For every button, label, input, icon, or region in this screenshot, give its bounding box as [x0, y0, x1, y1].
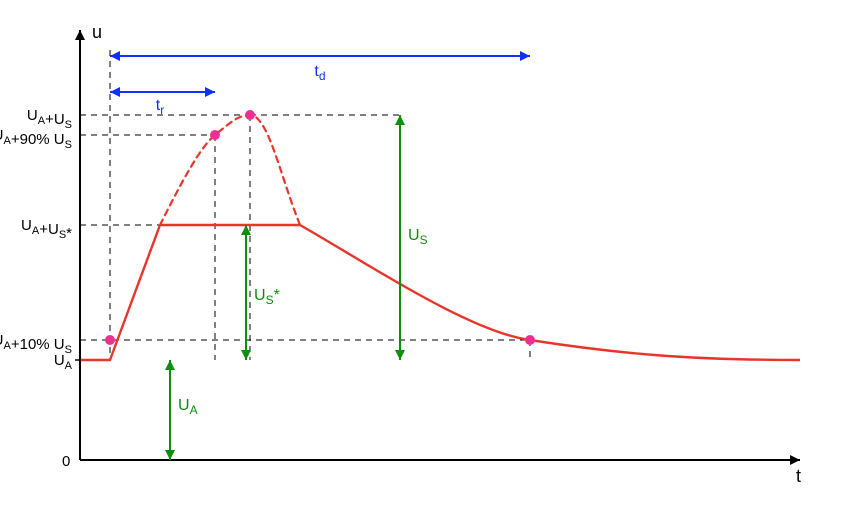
svg-text:UA+US*: UA+US* — [21, 217, 72, 242]
tick-uaus-star: UA+US* — [21, 217, 72, 242]
pulse-curve-dashed — [160, 115, 300, 225]
tick-uaus: UA+US — [27, 107, 72, 131]
dim-label-ua: UA — [178, 397, 198, 417]
pulse-diagram: ut0UAUA+10% USUA+US*UA+90% USUA+UStdtrUA… — [0, 0, 860, 525]
marker-point — [525, 335, 535, 345]
dim-label-td: td — [314, 63, 325, 83]
svg-text:UA+90% US: UA+90% US — [0, 127, 72, 151]
y-axis-label: u — [92, 22, 102, 42]
tick-ua10: UA+10% US — [0, 332, 72, 356]
marker-point — [105, 335, 115, 345]
tick-ua90: UA+90% US — [0, 127, 72, 151]
dim-label-us_star: US* — [254, 287, 280, 307]
marker-point — [245, 110, 255, 120]
dim-label-tr: tr — [156, 97, 164, 117]
x-axis-label: t — [796, 466, 801, 486]
svg-text:UA+10% US: UA+10% US — [0, 332, 72, 356]
svg-text:UA+US: UA+US — [27, 107, 72, 131]
pulse-curve-solid — [80, 225, 800, 360]
dim-label-us: US — [408, 227, 428, 247]
origin-label: 0 — [62, 453, 70, 470]
marker-point — [210, 130, 220, 140]
